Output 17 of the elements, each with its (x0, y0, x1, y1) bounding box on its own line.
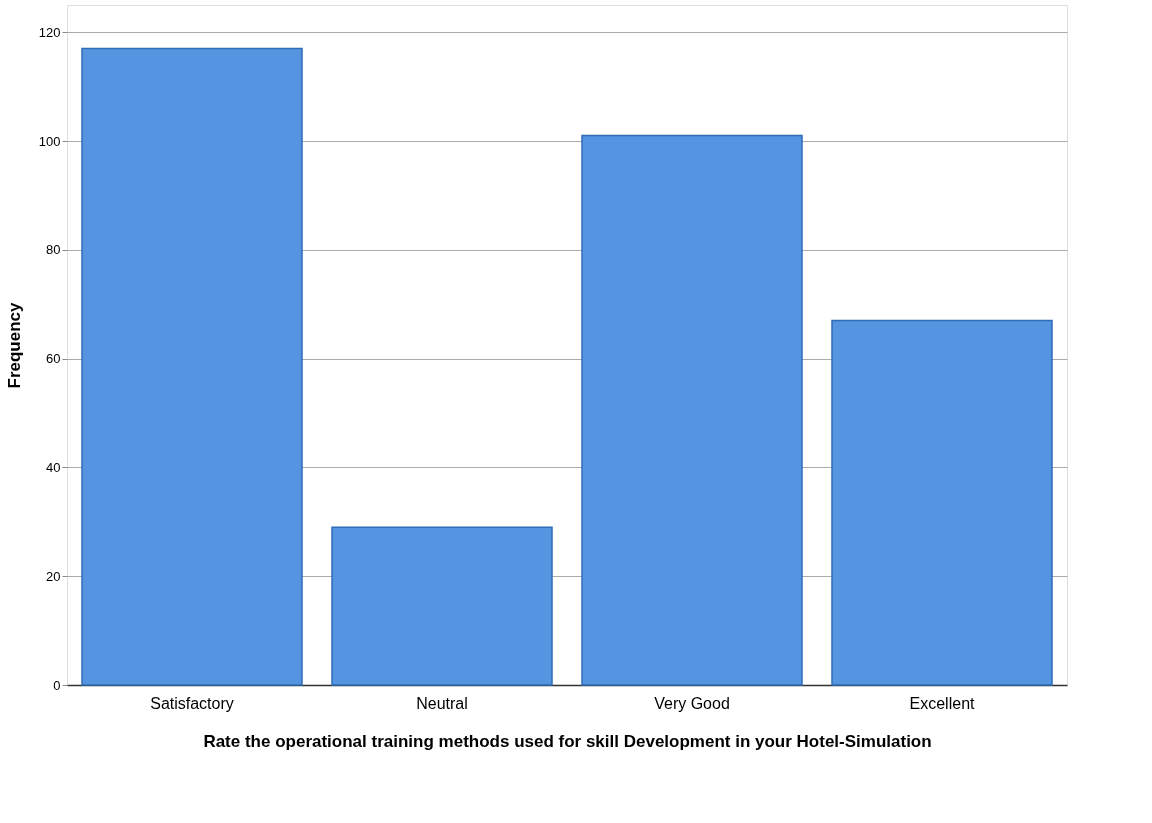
x-tick-label: Very Good (654, 694, 730, 712)
bar (331, 526, 553, 686)
x-axis-title: Rate the operational training methods used for skill Development in your Hotel-Simulation (203, 731, 932, 751)
y-tick-label: 40 (46, 459, 61, 475)
y-tick-label: 100 (38, 133, 61, 149)
y-axis-title: Frequency (4, 301, 24, 389)
y-tick-label: 20 (46, 568, 61, 584)
x-tick-label: Excellent (909, 694, 976, 712)
bar (81, 47, 303, 686)
bar (831, 319, 1053, 686)
x-tick-label: Neutral (416, 694, 468, 712)
y-tick-label: 80 (46, 242, 61, 258)
y-tick-label: 60 (46, 351, 61, 367)
bar (581, 134, 803, 686)
x-tick-label: Satisfactory (150, 694, 234, 712)
y-tick-label: 0 (53, 677, 61, 693)
y-tick-label: 120 (38, 24, 61, 40)
